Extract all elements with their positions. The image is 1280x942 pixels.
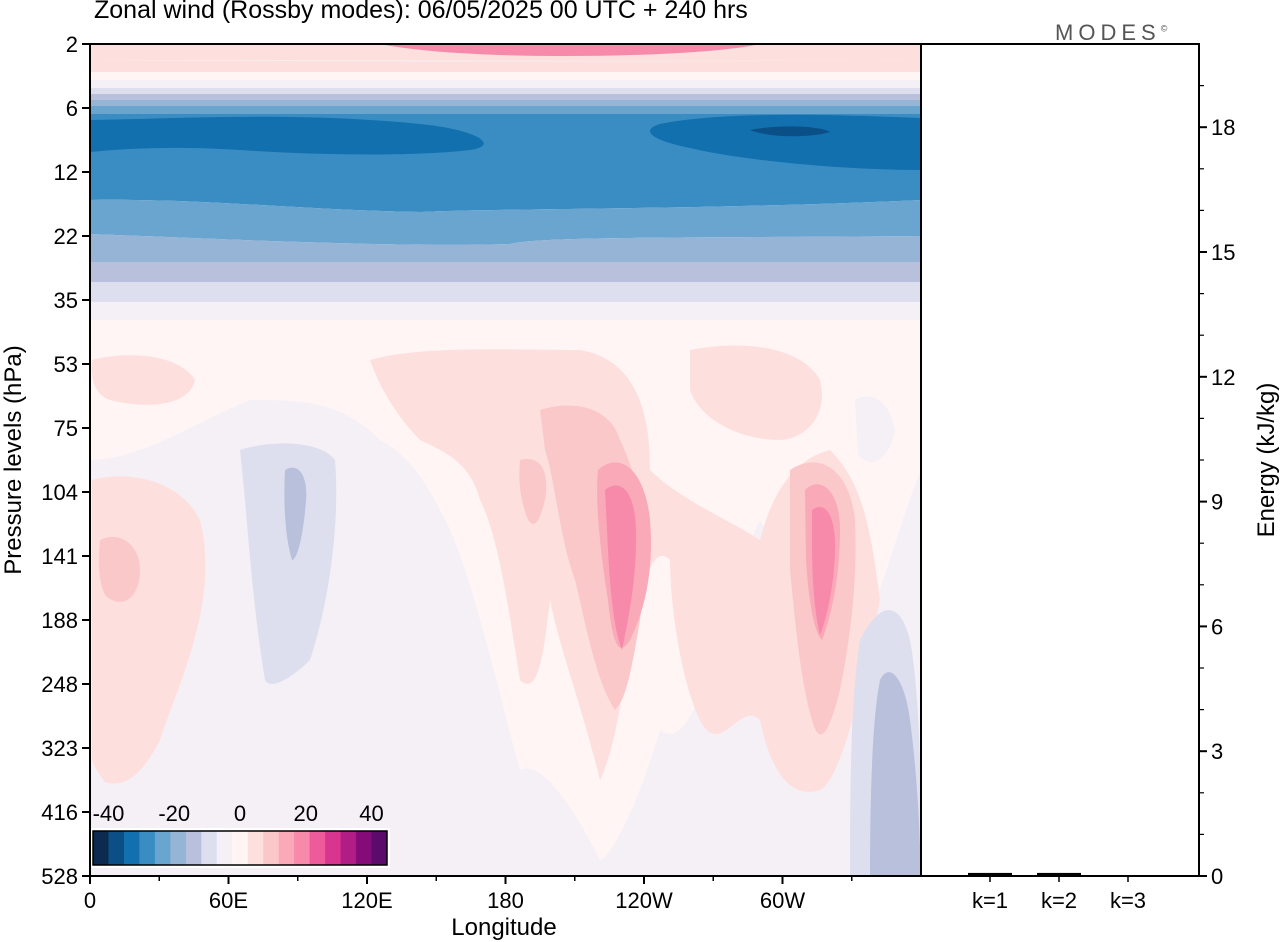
colorbar-swatch — [325, 831, 342, 865]
colorbar-swatch — [154, 831, 171, 865]
colorbar-tick-label: 0 — [234, 801, 246, 826]
energy-tick-label: 15 — [1211, 240, 1235, 265]
x-tick-label: 120W — [615, 888, 673, 913]
energy-tick-label: 3 — [1211, 739, 1223, 764]
x-tick-label: 60E — [209, 888, 248, 913]
brand-mark: © — [1160, 23, 1168, 34]
energy-bar — [968, 872, 1012, 875]
x-tick-label: 120E — [341, 888, 392, 913]
y-tick-label: 75 — [54, 416, 78, 441]
energy-tick-label: 6 — [1211, 614, 1223, 639]
colorbar-swatch — [294, 831, 311, 865]
colorbar-tick-label: -20 — [158, 801, 190, 826]
contour-field — [90, 44, 921, 876]
colorbar-swatch — [123, 831, 140, 865]
y-tick-label: 416 — [41, 800, 78, 825]
y-tick-label: 53 — [54, 352, 78, 377]
colorbar-swatch — [201, 831, 218, 865]
y-tick-label: 323 — [41, 736, 78, 761]
energy-category-label: k=3 — [1110, 888, 1146, 913]
y-axis-title-right: Energy (kJ/kg) — [1253, 383, 1280, 538]
y-tick-label: 188 — [41, 608, 78, 633]
y-tick-label: 6 — [66, 96, 78, 121]
colorbar-tick-label: 40 — [359, 801, 383, 826]
colorbar-swatch — [232, 831, 249, 865]
y-axis-title-left: Pressure levels (hPa) — [0, 345, 27, 574]
energy-bars: k=1 k=2 k=3 — [968, 872, 1146, 913]
energy-tick-label: 9 — [1211, 490, 1223, 515]
y-tick-label: 141 — [41, 544, 78, 569]
colorbar-frame — [92, 830, 388, 866]
colorbar-swatch — [356, 831, 373, 865]
y-tick-label: 22 — [54, 224, 78, 249]
energy-tick-label: 12 — [1211, 365, 1235, 390]
colorbar: -40 -20 0 20 40 — [90, 801, 390, 868]
colorbar-swatch — [371, 831, 388, 865]
y-tick-label: 248 — [41, 672, 78, 697]
colorbar-tick-label: -40 — [93, 801, 125, 826]
energy-tick-label: 0 — [1211, 864, 1223, 889]
x-tick-label: 60W — [760, 888, 805, 913]
colorbar-swatch — [139, 831, 156, 865]
colorbar-swatch — [216, 831, 233, 865]
colorbar-swatch — [170, 831, 187, 865]
x-tick-label: 0 — [84, 888, 96, 913]
energy-category-label: k=1 — [972, 888, 1008, 913]
chart-title: Zonal wind (Rossby modes): 06/05/2025 00… — [94, 0, 748, 24]
brand-text: MODES — [1055, 20, 1161, 45]
y-tick-label: 528 — [41, 864, 78, 889]
y-tick-label: 2 — [66, 32, 78, 57]
colorbar-swatch — [278, 831, 295, 865]
y-tick-label: 35 — [54, 288, 78, 313]
energy-bar — [1037, 872, 1081, 875]
colorbar-swatch — [309, 831, 326, 865]
y-axis-energy: 0 3 6 9 12 15 18 — [1199, 84, 1235, 889]
colorbar-swatch — [340, 831, 357, 865]
energy-tick-label: 18 — [1211, 115, 1235, 140]
y-tick-label: 12 — [54, 160, 78, 185]
energy-plot-frame — [920, 43, 1200, 877]
x-axis-title: Longitude — [451, 914, 556, 941]
colorbar-swatch — [108, 831, 125, 865]
colorbar-swatch — [185, 831, 202, 865]
y-axis-pressure: 2 6 12 22 35 53 75 104 141 188 248 323 416 528 — [41, 32, 90, 889]
x-tick-label: 180 — [487, 888, 524, 913]
brand-logo: MODES© — [1055, 20, 1167, 46]
energy-category-label: k=2 — [1041, 888, 1077, 913]
colorbar-tick-label: 20 — [294, 801, 318, 826]
colorbar-swatch — [93, 831, 109, 865]
colorbar-swatch — [263, 831, 280, 865]
colorbar-swatch — [247, 831, 264, 865]
x-axis-longitude: 0 60E 120E 180 120W 60W — [84, 876, 853, 913]
y-tick-label: 104 — [41, 480, 78, 505]
